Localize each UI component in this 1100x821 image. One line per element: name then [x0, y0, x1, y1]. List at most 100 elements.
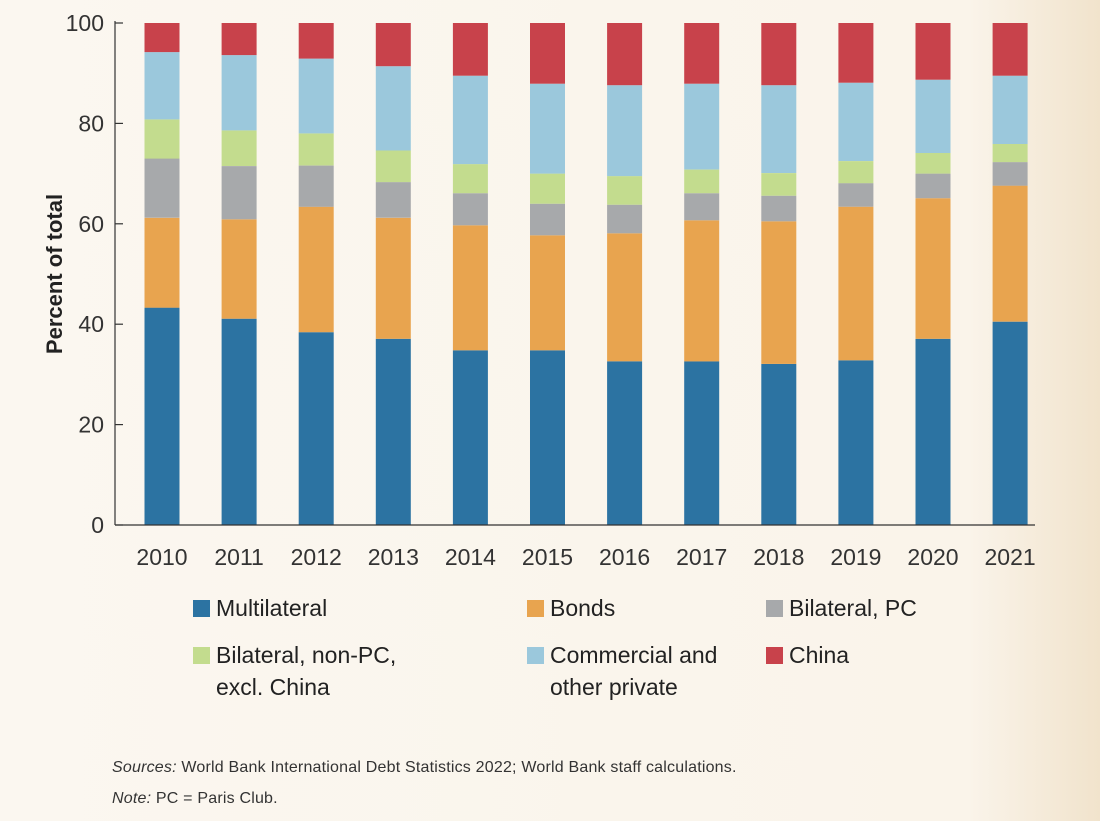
- sources-line: Sources: World Bank International Debt S…: [112, 759, 737, 777]
- x-tick-label: 2010: [136, 544, 187, 570]
- note-text: PC = Paris Club.: [151, 790, 278, 807]
- bar-2018-series-5: [761, 23, 797, 86]
- bar-2019-series-0: [838, 360, 874, 525]
- bar-2011-series-3: [221, 130, 257, 166]
- bar-2015-series-3: [530, 173, 565, 204]
- bar-2013-series-1: [375, 217, 411, 339]
- y-tick-label: 80: [78, 110, 104, 136]
- x-tick-label: 2011: [214, 544, 263, 570]
- bar-2013-series-3: [375, 150, 411, 183]
- bar-2012-series-1: [298, 206, 334, 333]
- sources-text: World Bank International Debt Statistics…: [176, 759, 737, 776]
- legend-swatch-0: [193, 600, 210, 617]
- bar-2019-series-2: [838, 183, 874, 207]
- bar-2016-series-3: [607, 176, 643, 205]
- stacked-bar-chart: 2010 2011 2012 2013 2014 2015 2016 2017 2018 2019…: [42, 10, 1036, 700]
- bar-2012-series-3: [298, 133, 334, 166]
- legend-swatch-1: [527, 600, 544, 617]
- bar-2015-series-1: [530, 235, 565, 351]
- bar-2014-series-2: [452, 193, 488, 226]
- bar-2021-series-4: [992, 75, 1028, 144]
- bar-2010-series-4: [144, 52, 180, 120]
- bar-2012-series-0: [298, 332, 334, 525]
- bar-2020-series-5: [915, 23, 951, 80]
- bar-2012-series-4: [298, 58, 334, 134]
- bar-2018-series-4: [761, 85, 797, 173]
- bar-2020-series-0: [915, 338, 951, 525]
- y-tick-label: 20: [78, 412, 104, 438]
- bar-2014-series-1: [452, 225, 488, 351]
- bar-2014-series-5: [452, 23, 488, 76]
- bar-2019-series-4: [838, 82, 874, 161]
- bar-2016-series-4: [607, 85, 643, 177]
- bar-2016-series-1: [607, 233, 643, 362]
- bar-2020-series-1: [915, 198, 951, 339]
- bar-2010-series-5: [144, 23, 180, 53]
- y-tick-label: 60: [78, 211, 104, 237]
- bar-2011-series-0: [221, 318, 257, 525]
- bar-2021-series-0: [992, 321, 1028, 525]
- bar-2011-series-2: [221, 166, 257, 220]
- bar-2021-series-2: [992, 162, 1028, 186]
- note-label: Note:: [112, 790, 152, 807]
- bar-2018-series-3: [761, 173, 797, 196]
- bar-2017-series-5: [684, 23, 720, 84]
- legend-label-4: Commercial and other private: [550, 642, 717, 700]
- bar-2020-series-2: [915, 173, 951, 199]
- bar-2015-series-4: [530, 83, 565, 174]
- bar-2016-series-5: [607, 23, 643, 86]
- legend-swatch-2: [766, 600, 783, 617]
- y-axis-title: Percent of total: [42, 194, 67, 354]
- x-tick-label: 2021: [985, 544, 1036, 570]
- y-tick-label: 0: [91, 512, 104, 538]
- bar-2013-series-4: [375, 66, 411, 151]
- x-tick-label: 2015: [522, 544, 573, 570]
- bar-2011-series-1: [221, 219, 257, 319]
- bar-2011-series-4: [221, 55, 257, 131]
- bar-2010-series-1: [144, 217, 180, 308]
- bar-2018-series-1: [761, 221, 797, 364]
- bar-2015-series-0: [530, 350, 565, 525]
- x-tick-label: 2012: [291, 544, 342, 570]
- y-tick-label: 40: [78, 311, 104, 337]
- bar-2013-series-0: [375, 338, 411, 525]
- bar-2019-series-3: [838, 161, 874, 184]
- x-tick-label: 2018: [753, 544, 804, 570]
- x-tick-label: 2014: [445, 544, 496, 570]
- note-line: Note: PC = Paris Club.: [112, 790, 278, 808]
- bar-2021-series-1: [992, 185, 1028, 322]
- bar-2015-series-2: [530, 203, 565, 236]
- bar-2013-series-5: [375, 23, 411, 67]
- legend-swatch-3: [193, 647, 210, 664]
- x-tick-label: 2017: [676, 544, 727, 570]
- legend-swatch-5: [766, 647, 783, 664]
- bar-2021-series-5: [992, 23, 1028, 76]
- bar-2012-series-2: [298, 165, 334, 207]
- bar-2014-series-3: [452, 164, 488, 194]
- legend-swatch-4: [527, 647, 544, 664]
- bar-2019-series-5: [838, 23, 874, 83]
- bar-2019-series-1: [838, 206, 874, 361]
- bar-2013-series-2: [375, 182, 411, 218]
- sources-label: Sources:: [112, 759, 177, 776]
- bar-2017-series-4: [684, 83, 720, 170]
- legend-label-5: China: [789, 642, 849, 668]
- bar-2017-series-2: [684, 193, 720, 221]
- x-tick-label: 2016: [599, 544, 650, 570]
- bar-2015-series-5: [530, 23, 565, 84]
- bar-2012-series-5: [298, 23, 334, 59]
- bar-2014-series-4: [452, 75, 488, 165]
- bar-2016-series-0: [607, 361, 643, 525]
- y-tick-label: 100: [66, 10, 104, 36]
- bar-2018-series-2: [761, 195, 797, 222]
- bar-2011-series-5: [221, 23, 257, 56]
- bar-2017-series-0: [684, 361, 720, 525]
- bar-2014-series-0: [452, 350, 488, 525]
- legend-label-0: Multilateral: [216, 595, 327, 621]
- bar-2021-series-3: [992, 144, 1028, 163]
- bar-2010-series-2: [144, 158, 180, 218]
- legend-label-1: Bonds: [550, 595, 615, 621]
- bar-2017-series-1: [684, 220, 720, 362]
- legend-label-2: Bilateral, PC: [789, 595, 917, 621]
